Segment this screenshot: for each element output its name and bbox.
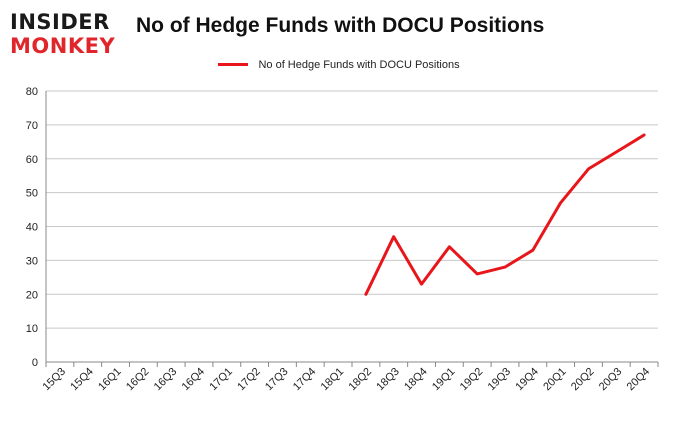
legend-label: No of Hedge Funds with DOCU Positions xyxy=(258,58,460,71)
x-tick-label: 19Q3 xyxy=(486,366,514,394)
x-tick-label: 19Q4 xyxy=(513,366,541,394)
y-tick-label: 40 xyxy=(26,222,38,234)
x-tick-label: 17Q2 xyxy=(235,366,263,394)
x-tick-label: 20Q3 xyxy=(597,366,625,394)
x-tick-label: 15Q4 xyxy=(68,366,96,394)
y-tick-label: 50 xyxy=(26,188,38,200)
x-tick-label: 20Q4 xyxy=(625,366,653,394)
y-tick-label: 10 xyxy=(26,323,38,335)
x-tick-label: 16Q4 xyxy=(180,366,208,394)
legend-swatch xyxy=(218,63,248,67)
insider-monkey-logo: INSIDER MONKEY xyxy=(10,8,126,58)
logo-line2: MONKEY xyxy=(10,34,116,58)
series-line xyxy=(364,133,646,296)
x-tick-label: 19Q2 xyxy=(458,366,486,394)
x-tick-label: 16Q1 xyxy=(96,366,124,394)
logo-line1: INSIDER xyxy=(10,10,110,34)
y-tick-label: 80 xyxy=(26,86,38,98)
x-tick-label: 16Q3 xyxy=(152,366,180,394)
y-tick-label: 30 xyxy=(26,255,38,267)
chart-title: No of Hedge Funds with DOCU Positions xyxy=(136,14,545,37)
y-tick-label: 20 xyxy=(26,289,38,301)
x-tick-label: 18Q3 xyxy=(374,366,402,394)
x-tick-label: 20Q2 xyxy=(569,366,597,394)
x-tick-label: 17Q3 xyxy=(263,366,291,394)
x-tick-label: 17Q4 xyxy=(291,366,319,394)
y-tick-label: 60 xyxy=(26,154,38,166)
y-tick-label: 0 xyxy=(32,357,38,369)
x-tick-label: 15Q3 xyxy=(41,366,69,394)
x-tick-label: 18Q1 xyxy=(319,366,347,394)
x-tick-label: 18Q4 xyxy=(402,366,430,394)
x-tick-label: 16Q2 xyxy=(124,366,152,394)
x-tick-label: 18Q2 xyxy=(347,366,375,394)
x-tick-label: 19Q1 xyxy=(430,366,458,394)
y-tick-label: 70 xyxy=(26,120,38,132)
chart-legend: No of Hedge Funds with DOCU Positions xyxy=(218,56,460,72)
x-tick-label: 20Q1 xyxy=(541,366,569,394)
x-tick-label: 17Q1 xyxy=(207,366,235,394)
